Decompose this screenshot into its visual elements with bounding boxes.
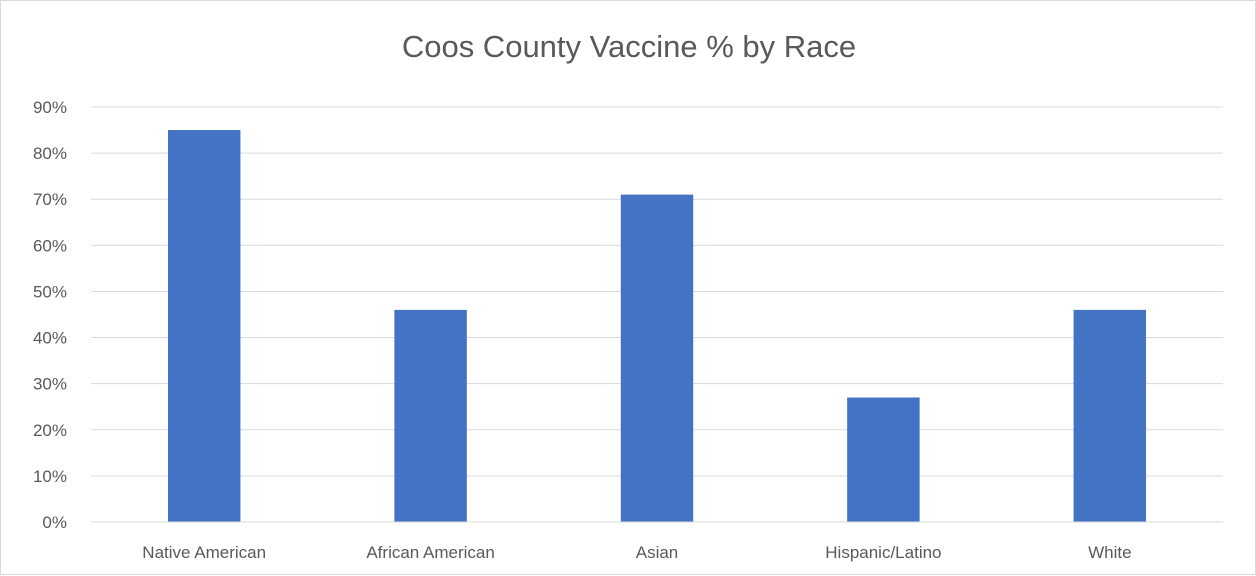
y-tick-label: 50% (33, 282, 67, 301)
y-tick-label: 60% (33, 236, 67, 255)
y-tick-label: 80% (33, 144, 67, 163)
x-tick-label: Asian (636, 543, 679, 562)
x-axis-ticks: Native American African American Asian Hisp… (142, 543, 1131, 562)
x-tick-label: Native American (142, 543, 266, 562)
y-axis-ticks: 0% 10% 20% 30% 40% 50% 60% 70% 80% 90% (33, 98, 67, 532)
y-tick-label: 10% (33, 467, 67, 486)
x-tick-label: African American (366, 543, 495, 562)
y-tick-label: 40% (33, 329, 67, 348)
y-tick-label: 20% (33, 421, 67, 440)
y-tick-label: 70% (33, 190, 67, 209)
y-tick-label: 0% (42, 513, 67, 532)
chart-title: Coos County Vaccine % by Race (401, 29, 857, 64)
bar-white (1073, 309, 1147, 522)
x-tick-label: White (1088, 543, 1131, 562)
bar-hispanic-latino (847, 397, 920, 522)
y-tick-label: 30% (33, 375, 67, 394)
bar-native-american (167, 130, 241, 523)
bar-asian (620, 194, 694, 522)
bar-african-american (394, 309, 467, 522)
y-tick-label: 90% (33, 98, 67, 117)
bars (167, 130, 1147, 523)
x-tick-label: Hispanic/Latino (825, 543, 941, 562)
